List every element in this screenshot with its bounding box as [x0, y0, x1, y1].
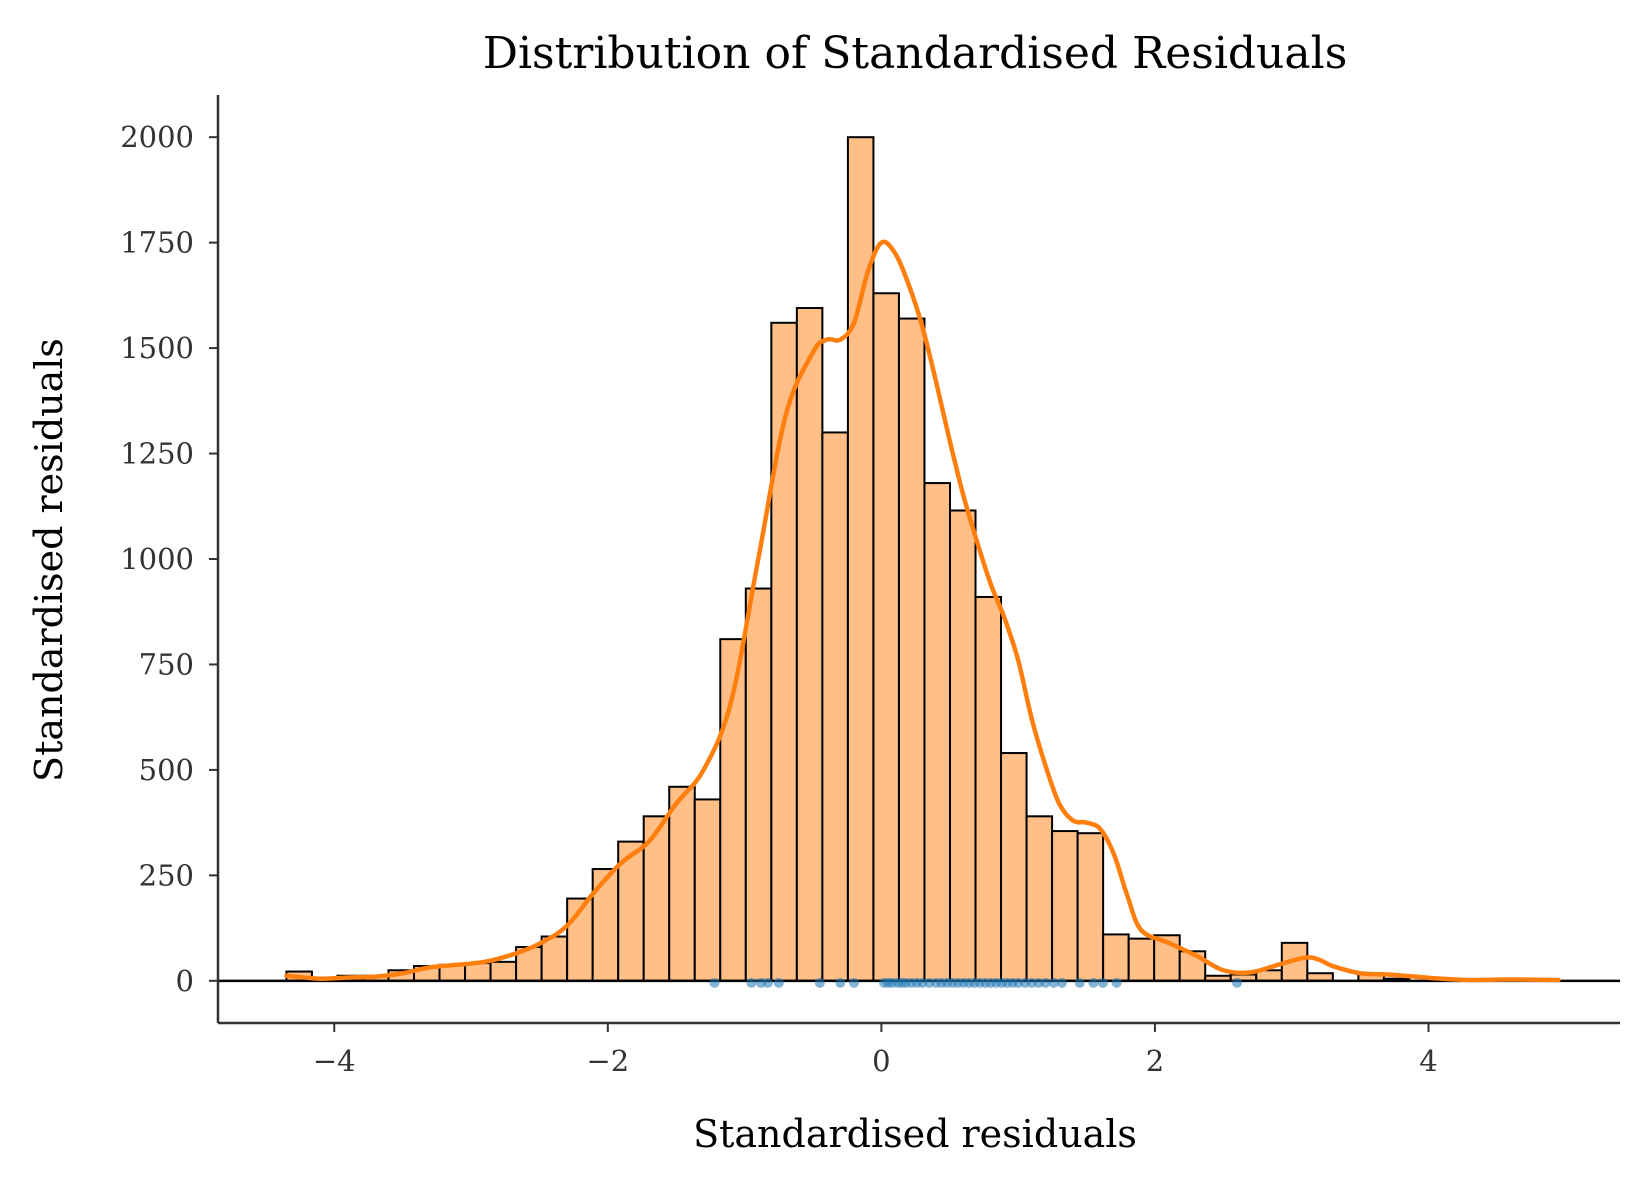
y-tick-label: 1000 — [120, 542, 194, 576]
histogram-bar — [770, 321, 798, 982]
histogram-bar — [1076, 832, 1105, 982]
rug-point — [709, 977, 720, 988]
histogram-bar — [1127, 937, 1156, 982]
rug-point — [1013, 977, 1024, 988]
y-tick-label: 1500 — [120, 331, 194, 365]
rug-point — [762, 977, 773, 988]
histogram-bar — [540, 935, 569, 982]
rug-point — [1111, 977, 1122, 988]
histogram-bar — [923, 482, 951, 982]
rug-point — [756, 977, 767, 988]
histogram-bar — [1000, 752, 1028, 982]
histogram-bar — [668, 785, 696, 982]
y-tick-label: 1750 — [120, 226, 194, 260]
rug-point — [773, 977, 784, 988]
rug-point — [1033, 977, 1044, 988]
rug-point — [1048, 977, 1059, 988]
x-axis-ticks: −4 −2 0 2 4 — [313, 1023, 1438, 1078]
histogram-bar — [1102, 933, 1130, 982]
y-axis-ticks: 0 250 500 750 1000 1250 1500 1750 2000 — [120, 120, 218, 998]
histogram-bars — [285, 136, 1411, 982]
histogram-bar — [1025, 815, 1054, 982]
kde-curve — [284, 239, 1561, 983]
rug-point — [1056, 977, 1067, 988]
histogram-bar — [795, 307, 824, 982]
rug-points — [709, 977, 1243, 988]
y-axis-label: Standardised residuals — [27, 338, 71, 782]
x-tick-label: 4 — [1419, 1044, 1437, 1078]
histogram-bar — [821, 431, 849, 982]
x-axis-label: Standardised residuals — [693, 1112, 1137, 1156]
x-tick-label: −4 — [313, 1044, 356, 1078]
rug-point — [917, 977, 928, 988]
histogram-bar — [897, 317, 926, 982]
histogram-bar — [974, 595, 1003, 982]
rug-point — [849, 977, 860, 988]
x-tick-label: −2 — [586, 1044, 629, 1078]
histogram-bar — [1051, 830, 1079, 982]
x-tick-label: 2 — [1146, 1044, 1164, 1078]
rug-point — [814, 977, 825, 988]
histogram-bar — [948, 509, 977, 982]
rug-point — [835, 977, 846, 988]
histogram-bar — [744, 587, 773, 982]
histogram-bar — [872, 292, 900, 982]
y-tick-label: 250 — [139, 858, 194, 892]
y-tick-label: 750 — [139, 647, 194, 681]
y-tick-label: 2000 — [120, 120, 194, 154]
rug-point — [1232, 977, 1243, 988]
rug-point — [1026, 977, 1037, 988]
rug-point — [746, 977, 757, 988]
y-tick-label: 1250 — [120, 437, 194, 471]
y-tick-label: 500 — [139, 753, 194, 787]
histogram-bar — [489, 960, 518, 982]
rug-point — [1074, 977, 1085, 988]
chart-title: Distribution of Standardised Residuals — [483, 28, 1348, 79]
rug-point — [1097, 977, 1108, 988]
histogram-bar — [693, 798, 722, 982]
y-tick-label: 0 — [176, 964, 194, 998]
rug-point — [924, 977, 935, 988]
rug-point — [1040, 977, 1051, 988]
rug-point — [1088, 977, 1099, 988]
rug-point — [1020, 977, 1031, 988]
x-tick-label: 0 — [872, 1044, 890, 1078]
histogram-bar — [591, 868, 620, 982]
